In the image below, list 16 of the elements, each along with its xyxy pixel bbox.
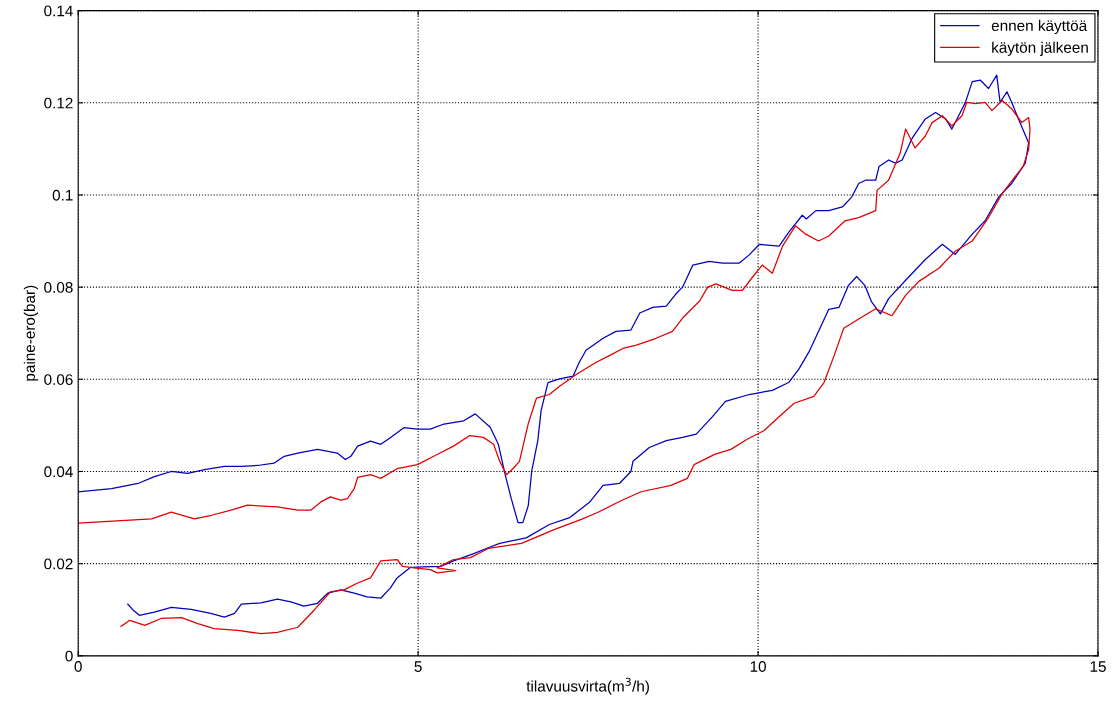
y-tick-label: 0.06 bbox=[44, 374, 73, 385]
y-tick-label: 0.12 bbox=[44, 97, 73, 109]
y-tick-label: 0.1 bbox=[52, 189, 73, 201]
y-tick-label: 0.08 bbox=[44, 282, 73, 293]
y-tick-label: 0 bbox=[65, 650, 73, 662]
y-tick-label: 0.14 bbox=[44, 5, 73, 17]
y-tick-label: 0.02 bbox=[44, 558, 73, 570]
x-axis-title: tilavuusvirta(m$^{3}$/h) bbox=[526, 677, 649, 695]
x-tick-label: 5 bbox=[414, 661, 422, 672]
x-tick-label: 15 bbox=[1090, 661, 1106, 672]
y-axis-title: paine-ero(bar) bbox=[23, 285, 39, 381]
x-tick-label: 10 bbox=[750, 661, 766, 672]
x-tick-label: 0 bbox=[74, 661, 82, 672]
y-tick-label: 0.04 bbox=[44, 466, 73, 478]
legend-label: ennen käyttöä bbox=[991, 19, 1088, 35]
legend-label: käytön jälkeen bbox=[992, 41, 1088, 56]
